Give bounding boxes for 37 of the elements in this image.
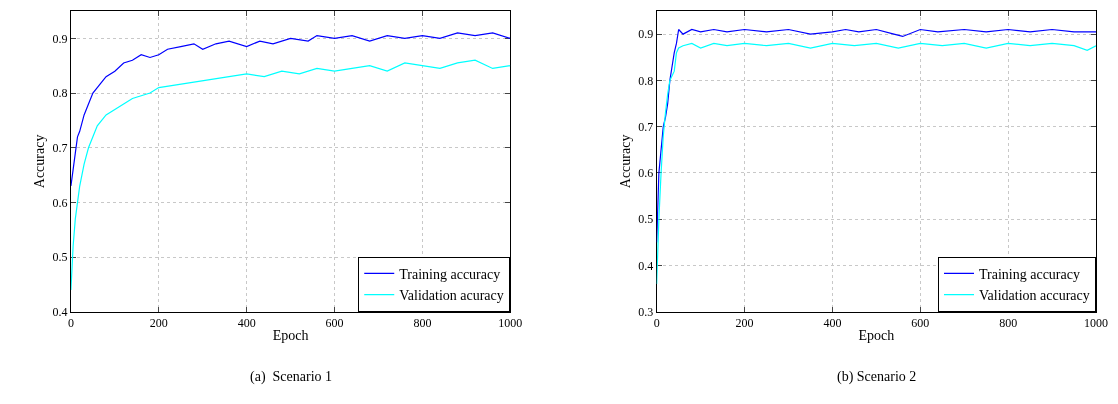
line-series (70, 59, 511, 291)
x-tick-label: 1000 (498, 316, 523, 331)
y-tick-label: 0.5 (52, 250, 68, 265)
x-tick-label: 800 (413, 316, 432, 331)
y-tick-label: 0.6 (638, 166, 654, 181)
x-tick-label: 0 (67, 316, 74, 331)
y-axis-title: Accuracy (32, 134, 48, 189)
x-tick-label: 200 (735, 316, 754, 331)
y-tick-label: 0.8 (52, 86, 68, 101)
x-tick-label: 600 (325, 316, 344, 331)
y-tick-label: 0.9 (638, 27, 654, 42)
legend-label: Training accuracy (399, 266, 501, 282)
x-tick-label: 0 (653, 316, 660, 331)
y-tick-label: 0.4 (52, 305, 68, 319)
x-tick-label: 400 (237, 316, 256, 331)
y-tick-label: 0.7 (52, 140, 68, 155)
x-axis-title: Epoch (858, 327, 895, 343)
legend-label: Validation accuracy (979, 288, 1090, 304)
y-tick-label: 0.7 (638, 119, 654, 134)
line-series (70, 32, 511, 187)
x-tick-label: 400 (823, 316, 842, 331)
x-axis-title: Epoch (272, 327, 309, 343)
x-tick-label: 200 (149, 316, 168, 331)
y-tick-label: 0.5 (638, 212, 654, 227)
legend-label: Training accuracy (979, 266, 1080, 282)
y-axis-title: Accuracy (617, 134, 633, 189)
y-tick-label: 0.8 (638, 73, 654, 88)
y-tick-label: 0.3 (638, 305, 654, 319)
y-tick-label: 0.6 (52, 195, 68, 210)
legend-label: Validation acuracy (399, 288, 504, 304)
y-tick-label: 0.9 (52, 31, 68, 46)
x-tick-label: 1000 (1084, 316, 1108, 331)
text: (b) Scenario 2 (837, 369, 917, 385)
x-tick-label: 600 (911, 316, 930, 331)
x-tick-label: 800 (999, 316, 1018, 331)
text: (a) Scenario 1 (250, 369, 333, 385)
y-tick-label: 0.4 (638, 258, 654, 273)
